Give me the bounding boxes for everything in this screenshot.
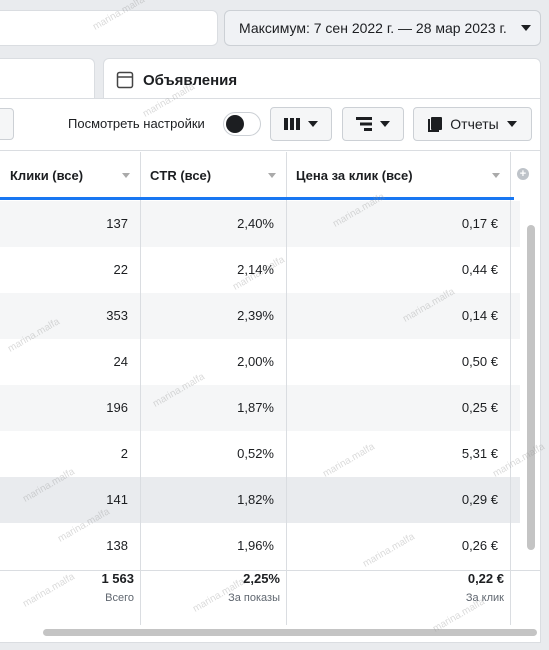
tab[interactable] — [0, 58, 95, 102]
horizontal-scrollbar[interactable] — [43, 629, 537, 636]
table-row: 22 2,14% 0,44 € — [0, 247, 520, 293]
column-divider — [510, 152, 511, 625]
totals-border — [0, 570, 540, 571]
table-cell: 137 — [106, 216, 128, 231]
table-cell: 2,40% — [237, 216, 274, 231]
table-cell: 24 — [113, 354, 128, 369]
column-divider — [140, 152, 141, 625]
search-box[interactable] — [0, 10, 218, 46]
table-row: 138 1,96% 0,26 € — [0, 523, 520, 569]
table-row: 141 1,82% 0,29 € — [0, 477, 520, 523]
reports-button[interactable]: Отчеты — [413, 107, 532, 141]
table-cell: 353 — [106, 308, 128, 323]
sort-indicator — [0, 197, 514, 200]
column-header: Цена за клик (все) — [286, 152, 510, 198]
table-row: 137 2,40% 0,17 € — [0, 201, 520, 247]
reports-label: Отчеты — [450, 116, 499, 132]
breakdown-button[interactable] — [342, 107, 404, 141]
table-cell: 0,44 € — [461, 262, 498, 277]
ads-icon — [116, 71, 134, 89]
table-cell: 5,31 € — [461, 446, 498, 461]
view-settings-label: Посмотреть настройки — [68, 116, 205, 131]
total-label: Всего — [105, 592, 134, 604]
table-cell: 0,25 € — [461, 400, 498, 415]
columns-icon — [284, 118, 300, 130]
column-header-label[interactable]: Цена за клик (все) — [296, 167, 413, 183]
ads-tab[interactable]: Объявления — [103, 58, 541, 102]
table-cell: 2,14% — [237, 262, 274, 277]
add-column-icon[interactable]: + — [517, 168, 529, 180]
table-cell: 1,87% — [237, 400, 274, 415]
table-cell: 141 — [106, 492, 128, 507]
table-cell: 2 — [120, 446, 128, 461]
filter-input[interactable] — [0, 108, 14, 140]
total-value: 0,22 € — [467, 571, 504, 586]
toggle[interactable] — [223, 112, 261, 136]
table-cell: 0,26 € — [461, 538, 498, 553]
breakdown-icon — [356, 117, 372, 131]
column-header: Клики (все) — [0, 152, 140, 198]
total-value: 2,25% — [243, 571, 280, 586]
toggle-knob — [226, 115, 244, 133]
table-row: 2 0,52% 5,31 € — [0, 431, 520, 477]
table-cell: 1,82% — [237, 492, 274, 507]
table-cell: 22 — [113, 262, 128, 277]
table-row: 24 2,00% 0,50 € — [0, 339, 520, 385]
table-cell: 0,17 € — [461, 216, 498, 231]
column-header-label[interactable]: Клики (все) — [10, 167, 84, 183]
table-cell: 0,29 € — [461, 492, 498, 507]
columns-button[interactable] — [270, 107, 332, 141]
sort-caret — [492, 173, 500, 178]
tab-label: Объявления — [143, 71, 238, 89]
date-range: Максимум: 7 сен 2022 г. — 28 мар 2023 г. — [239, 20, 507, 36]
reports-icon — [428, 116, 443, 132]
table-cell: 0,14 € — [461, 308, 498, 323]
vertical-scrollbar[interactable] — [527, 225, 535, 550]
table-cell: 196 — [106, 400, 128, 415]
table-cell: 1,96% — [237, 538, 274, 553]
sort-caret — [268, 173, 276, 178]
column-header-label[interactable]: CTR (все) — [150, 167, 212, 183]
sort-caret — [122, 173, 130, 178]
table-cell: 0,50 € — [461, 354, 498, 369]
dropdown-caret — [520, 25, 531, 31]
header-border — [0, 150, 540, 151]
total-label: За показы — [228, 592, 280, 604]
date-range-button[interactable]: Максимум: 7 сен 2022 г. — 28 мар 2023 г. — [224, 10, 541, 46]
column-divider — [286, 152, 287, 625]
table-cell: 2,00% — [237, 354, 274, 369]
table-row: 353 2,39% 0,14 € — [0, 293, 520, 339]
table-row: 196 1,87% 0,25 € — [0, 385, 520, 431]
column-header: CTR (все) — [140, 152, 286, 198]
total-value: 1 563 — [101, 571, 134, 586]
table-cell: 2,39% — [237, 308, 274, 323]
table-cell: 0,52% — [237, 446, 274, 461]
table-cell: 138 — [106, 538, 128, 553]
total-label: За клик — [465, 592, 504, 604]
